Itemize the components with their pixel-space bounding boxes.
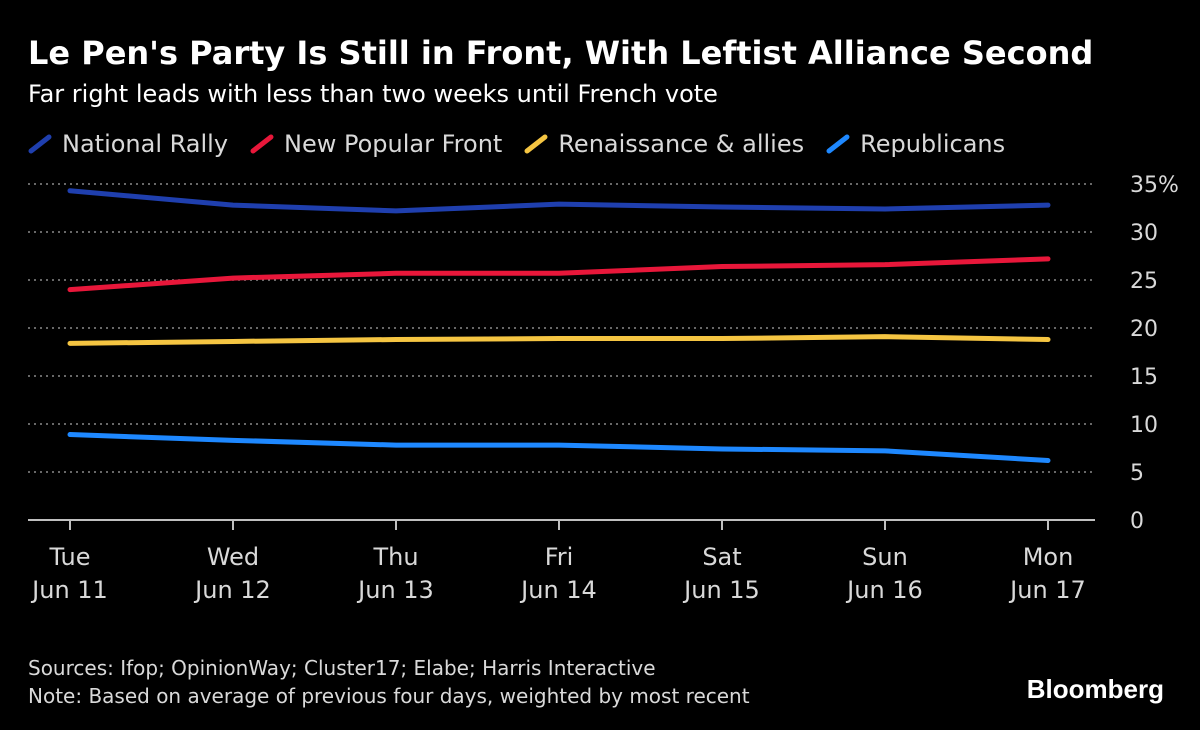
y-tick-label-7: 35% [1130,173,1179,198]
x-tick-label-date-4: Jun 15 [682,576,760,604]
x-tick-label-day-6: Mon [1023,543,1074,571]
y-tick-label-5: 25 [1130,269,1158,294]
x-tick-label-day-1: Wed [207,543,259,571]
x-tick-label-day-0: Tue [49,543,91,571]
y-tick-label-2: 10 [1130,413,1158,438]
y-tick-label-0: 0 [1130,509,1144,534]
legend-item-renaissance: Renaissance & allies [524,130,804,158]
legend: National Rally New Popular Front Renaiss… [28,130,1027,158]
legend-label-republicans: Republicans [860,130,1006,158]
legend-swatch-renaissance [524,134,548,154]
sources-text: Sources: Ifop; OpinionWay; Cluster17; El… [28,656,656,680]
series-line-national-rally [67,188,1051,214]
y-tick-label-4: 20 [1130,317,1158,342]
series-line-republicans [67,432,1051,463]
legend-swatch-republicans [826,134,850,154]
y-tick-label-6: 30 [1130,221,1158,246]
legend-item-national-rally: National Rally [28,130,228,158]
legend-label-renaissance: Renaissance & allies [558,130,805,158]
footer: Sources: Ifop; OpinionWay; Cluster17; El… [28,654,750,710]
legend-swatch-national-rally [28,134,52,154]
bloomberg-logo: Bloomberg [1026,674,1164,704]
legend-label-national-rally: National Rally [62,130,229,158]
x-tick-label-date-1: Jun 12 [193,576,271,604]
x-tick-label-day-5: Sun [862,543,908,571]
legend-item-new-popular-front: New Popular Front [250,130,502,158]
x-tick-label-date-0: Jun 11 [30,576,108,604]
y-tick-label-3: 15 [1130,365,1158,390]
legend-label-new-popular-front: New Popular Front [284,130,503,158]
legend-item-republicans: Republicans [826,130,1005,158]
x-tick-label-date-5: Jun 16 [845,576,923,604]
legend-swatch-new-popular-front [250,134,274,154]
x-tick-label-date-2: Jun 13 [356,576,434,604]
x-tick-label-date-3: Jun 14 [519,576,597,604]
x-tick-label-day-3: Fri [545,543,574,571]
y-tick-label-1: 5 [1130,461,1144,486]
x-tick-label-day-2: Thu [372,543,418,571]
chart-title: Le Pen's Party Is Still in Front, With L… [28,34,1094,72]
x-tick-label-date-6: Jun 17 [1008,576,1086,604]
x-tick-label-day-4: Sat [702,543,741,571]
chart-subtitle: Far right leads with less than two weeks… [28,80,718,108]
series-line-new-popular-front [67,256,1051,293]
series-line-renaissance-allies [67,334,1051,346]
note-text: Note: Based on average of previous four … [28,684,750,708]
